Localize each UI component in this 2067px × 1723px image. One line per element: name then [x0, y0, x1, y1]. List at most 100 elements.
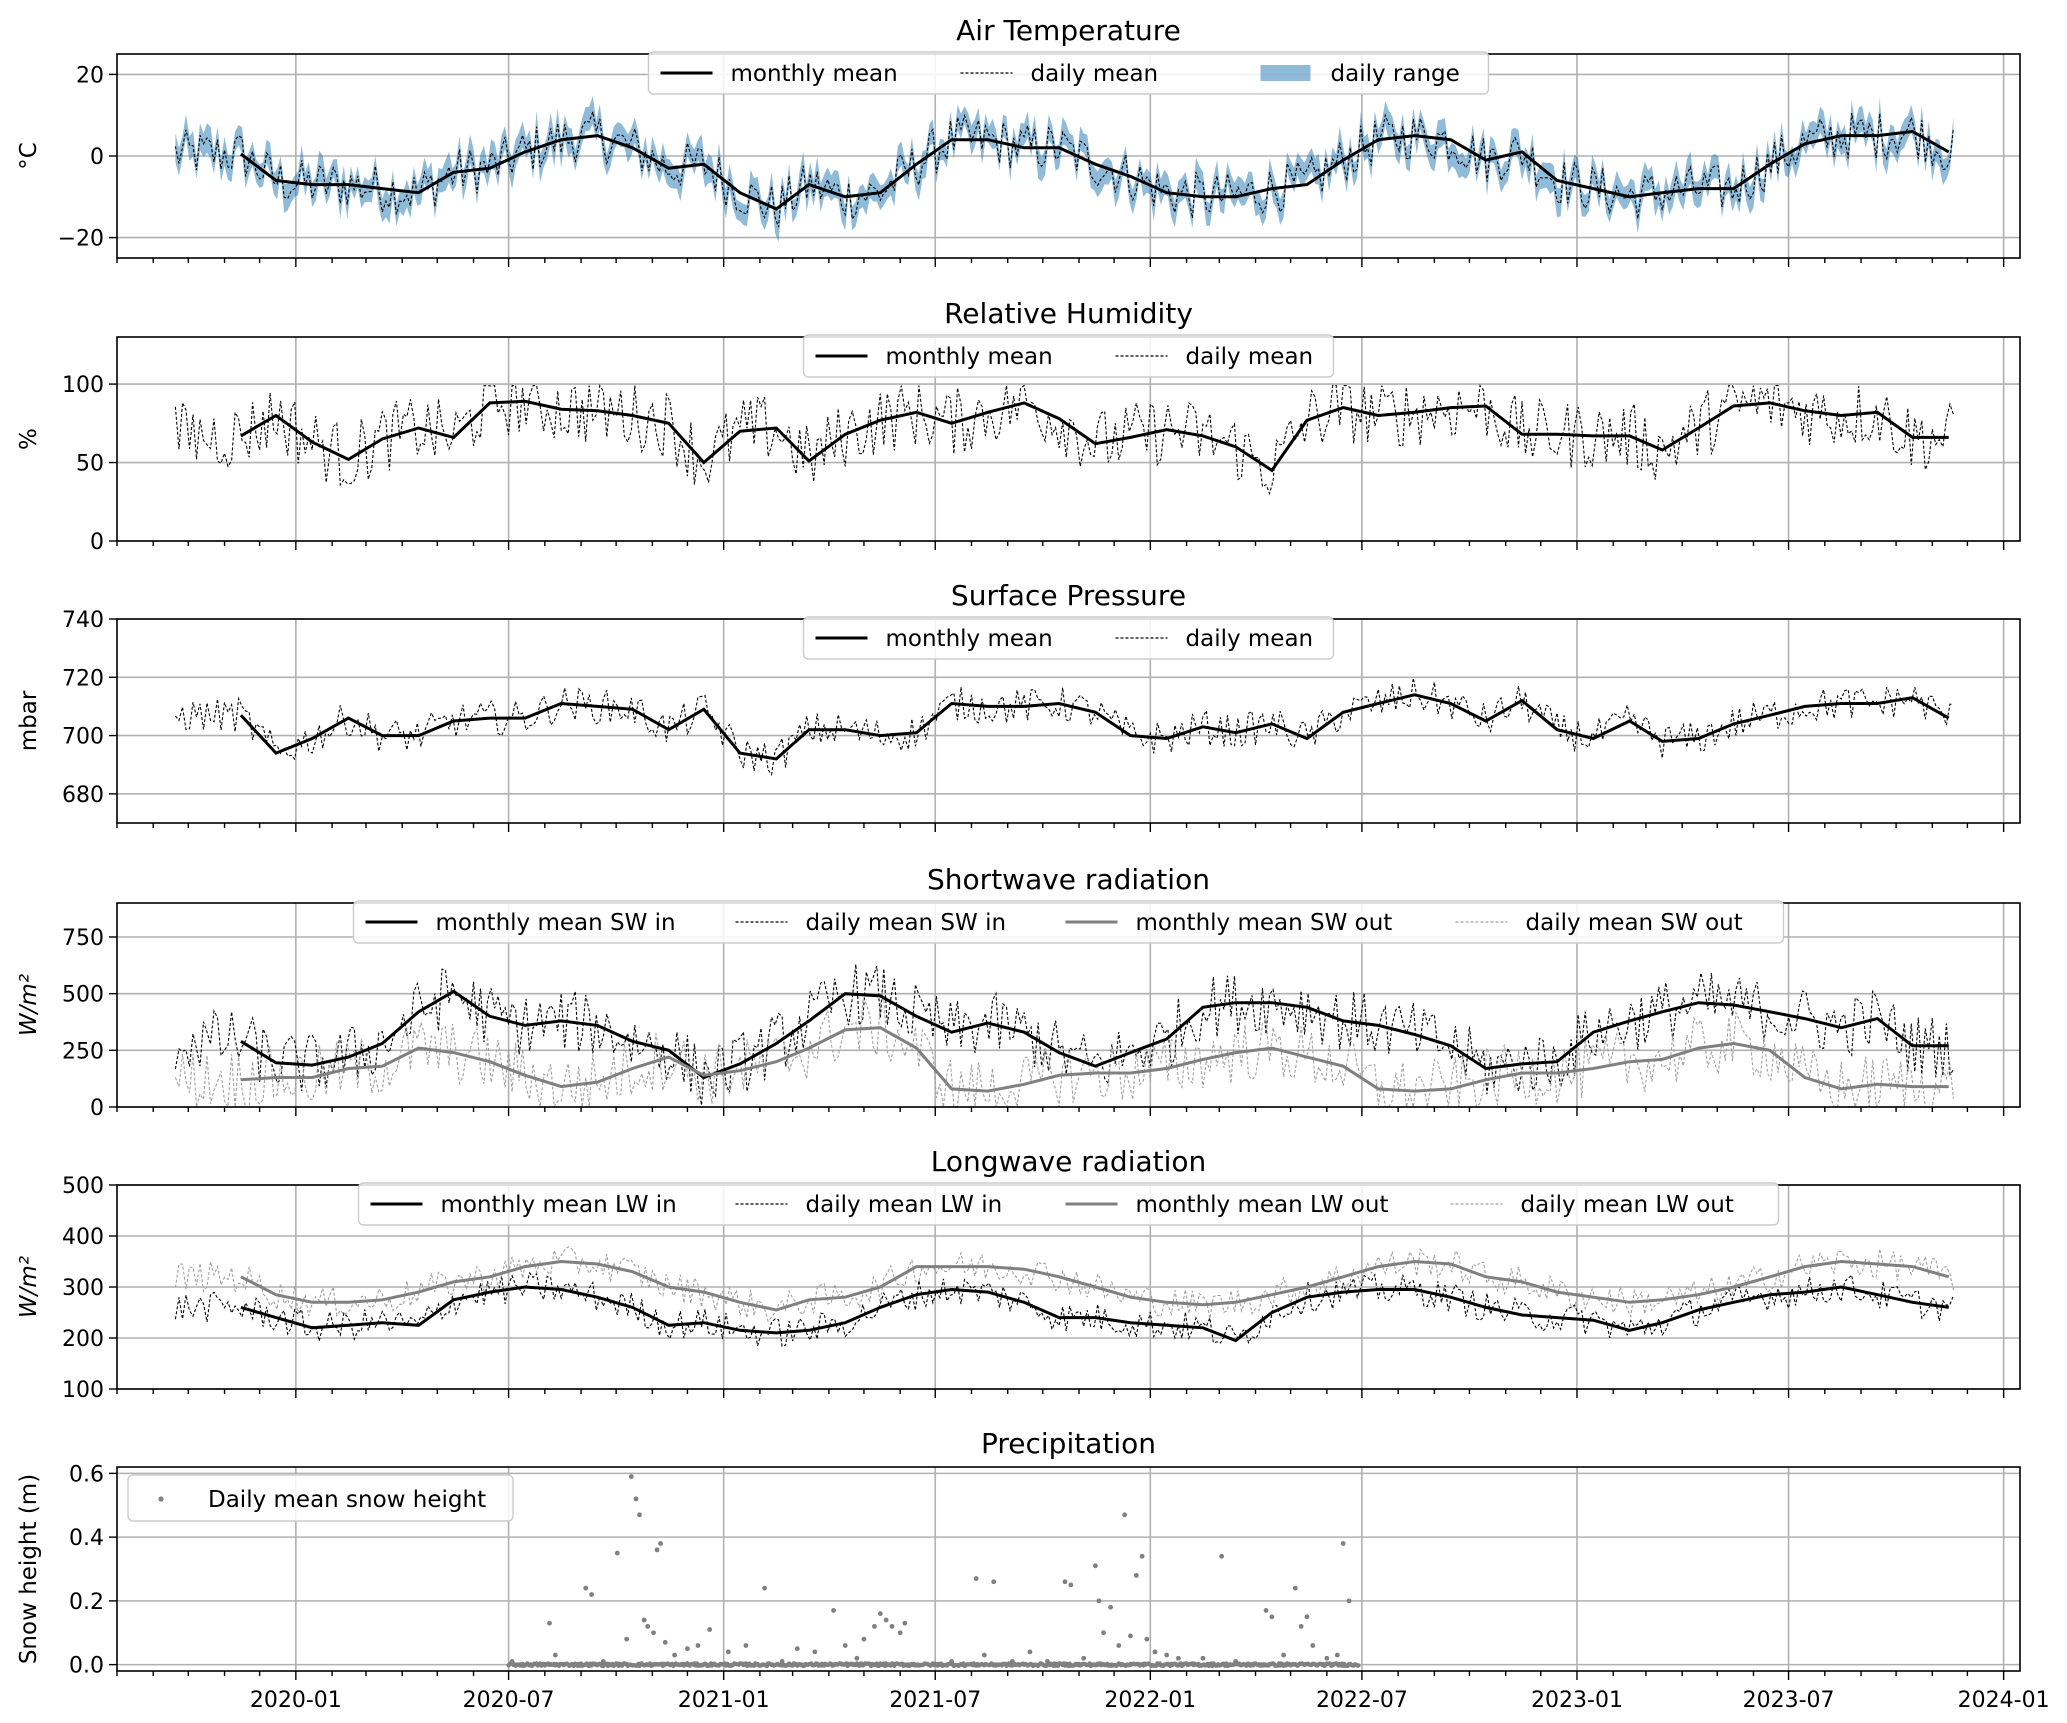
snow-point	[872, 1623, 877, 1629]
monthly-mean-line	[239, 693, 1950, 761]
daily-mean-line	[174, 964, 1954, 1106]
snow-point	[1027, 1649, 1033, 1655]
x-tick-label: 2023-01	[1531, 1688, 1623, 1713]
snow-point	[1116, 1643, 1122, 1648]
daily-mean-line	[174, 383, 1954, 496]
legend: monthly mean daily mean	[802, 616, 1335, 660]
y-tick-label: 200	[62, 1327, 104, 1352]
legend-label: daily mean LW in	[806, 1192, 1003, 1218]
snow-point	[628, 1474, 634, 1479]
x-tick-label: 2021-01	[678, 1688, 770, 1713]
snow-point	[1009, 1659, 1015, 1664]
y-tick-label: 100	[62, 373, 104, 398]
legend-label: daily range	[1331, 61, 1460, 87]
legend-marker	[158, 1496, 164, 1502]
panel-title: Precipitation	[981, 1427, 1156, 1460]
snow-point	[633, 1496, 639, 1502]
legend-label: monthly mean LW in	[441, 1192, 677, 1218]
y-tick-label: 20	[76, 63, 104, 88]
snow-point	[762, 1585, 767, 1591]
snow-point	[1346, 1598, 1352, 1604]
y-tick-label: 750	[62, 926, 104, 951]
legend-label: monthly mean	[731, 61, 898, 87]
x-tick-label: 2020-01	[250, 1688, 342, 1713]
y-tick-label: 680	[62, 783, 104, 808]
snow-point	[589, 1592, 594, 1597]
snow-point	[883, 1617, 889, 1623]
y-tick-label: 50	[76, 452, 104, 477]
monthly-mean-line	[240, 1259, 1950, 1312]
panel-4: 100 200 300 400 500 Longwave radiation W/m² mon…	[16, 1145, 2021, 1403]
snow-point	[1128, 1633, 1133, 1639]
snow-point	[1219, 1553, 1225, 1559]
snow-point	[1108, 1604, 1113, 1610]
snow-point	[1304, 1614, 1310, 1620]
snow-point	[1352, 1662, 1358, 1668]
snow-point	[1269, 1614, 1275, 1620]
snow-point	[1101, 1630, 1106, 1636]
legend-box	[802, 616, 1335, 660]
snow-point	[902, 1620, 908, 1626]
y-tick-label: 740	[62, 608, 104, 633]
legend: monthly mean LW in daily mean LW in monthl…	[357, 1182, 1780, 1226]
y-axis-label: W/m²	[16, 974, 42, 1036]
snow-point	[509, 1659, 515, 1664]
y-tick-label: 0.6	[69, 1462, 104, 1487]
snow-point	[528, 1662, 534, 1668]
snow-point	[812, 1649, 818, 1655]
snow-point	[1298, 1623, 1304, 1629]
snow-point	[645, 1623, 651, 1629]
legend: Daily mean snow height	[127, 1474, 514, 1522]
daily-range-band	[175, 96, 1954, 242]
snow-point	[1292, 1585, 1298, 1591]
legend-label: daily mean SW in	[806, 910, 1007, 936]
snow-point	[658, 1541, 663, 1546]
snow-point	[854, 1655, 860, 1661]
legend-box	[647, 51, 1490, 95]
y-tick-label: 250	[62, 1039, 104, 1064]
legend-label: monthly mean	[886, 344, 1053, 370]
snow-point	[672, 1652, 677, 1658]
snow-point	[552, 1652, 558, 1658]
snow-point	[583, 1585, 589, 1591]
y-tick-label: 500	[62, 1174, 104, 1199]
snow-point	[1233, 1659, 1239, 1664]
panel-title: Shortwave radiation	[927, 863, 1210, 896]
snow-point	[1062, 1579, 1068, 1585]
legend-label: monthly mean LW out	[1136, 1192, 1389, 1218]
snow-point	[547, 1620, 552, 1626]
legend-marker	[1260, 65, 1311, 81]
legend-box	[127, 1474, 514, 1522]
snow-point	[949, 1659, 955, 1664]
x-tick-label: 2023-07	[1743, 1688, 1835, 1713]
snow-point	[1081, 1655, 1087, 1661]
snow-point	[624, 1636, 630, 1642]
axes-frame	[116, 1466, 2021, 1672]
legend-label: Daily mean snow height	[208, 1487, 486, 1513]
snow-point	[651, 1630, 656, 1636]
snow-point	[1133, 1572, 1139, 1578]
legend-label: daily mean LW out	[1521, 1192, 1734, 1218]
panel-2: 680 700 720 740 Surface Pressure mbar monthly …	[16, 579, 2021, 832]
snow-point	[662, 1639, 668, 1645]
panel-0: −20 0 20 Air Temperature °C monthly mean daily…	[16, 14, 2021, 267]
snow-point	[1164, 1652, 1170, 1658]
snow-point	[877, 1611, 883, 1617]
snow-point	[991, 1579, 997, 1585]
x-tick-label: 2022-07	[1316, 1688, 1408, 1713]
snow-point	[695, 1643, 701, 1648]
snow-point	[1310, 1643, 1316, 1648]
snow-point	[1122, 1512, 1128, 1518]
monthly-mean-line	[239, 129, 1950, 211]
snow-point	[637, 1512, 642, 1518]
y-tick-label: 500	[62, 983, 104, 1008]
monthly-mean-line	[240, 1026, 1949, 1093]
snow-point	[779, 1659, 785, 1664]
monthly-mean-line	[240, 989, 1949, 1080]
snow-point	[1045, 1659, 1050, 1664]
monthly-mean-line	[240, 399, 1949, 473]
snow-point	[1263, 1608, 1269, 1613]
snow-point	[1068, 1582, 1074, 1588]
snow-point	[1139, 1553, 1145, 1559]
